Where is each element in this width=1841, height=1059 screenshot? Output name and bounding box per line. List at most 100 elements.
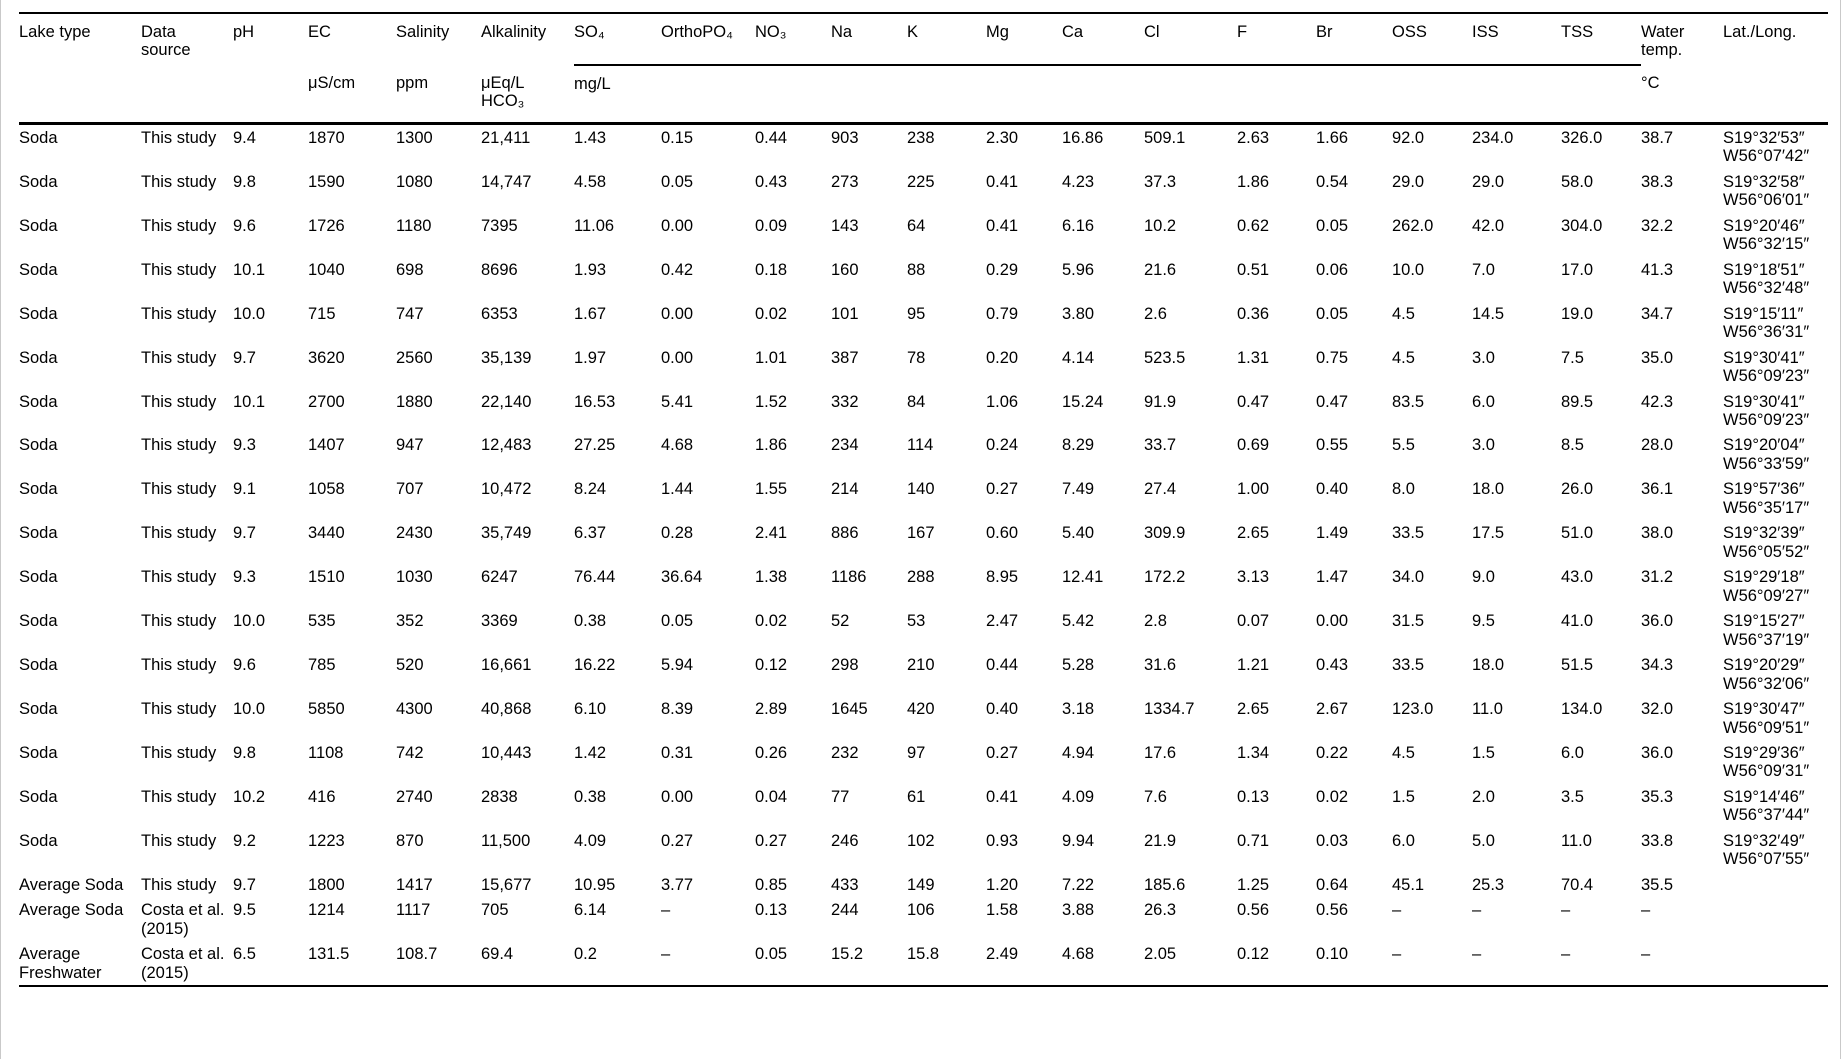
cell-tss: 89.5 [1561,392,1594,411]
column-label-row: Lake type Data source pH EC Salinity Alkalini… [19,13,1828,65]
cell-br: 2.67 [1316,700,1349,719]
cell-f: 1.31 [1237,348,1270,367]
unit-water-temp: °C [1641,73,1660,92]
lake-water-chemistry-table: Lake type Data source pH EC Salinity Alkalini… [19,12,1828,988]
cell-ec: 785 [308,656,336,675]
cell-no3: 0.04 [755,787,788,806]
cell-orthopo4: 0.31 [661,744,694,762]
cell-oss: – [1392,945,1402,964]
cell-oss: 4.5 [1392,304,1415,323]
cell-tss: 7.5 [1561,348,1584,367]
cell-na: 101 [831,304,859,323]
cell-data-source: This study [141,216,217,235]
cell-k: 238 [907,128,935,147]
cell-f: 0.12 [1237,945,1270,964]
cell-br: 0.22 [1316,744,1349,762]
cell-ec: 1870 [308,128,345,147]
cell-oss: 83.5 [1392,392,1425,411]
cell-orthopo4: 0.00 [661,304,694,323]
cell-mg: 0.93 [986,831,1019,850]
cell-alkalinity: 8696 [481,260,518,279]
cell-tss: 51.0 [1561,524,1594,543]
cell-no3: 0.09 [755,216,788,235]
cell-ec: 131.5 [308,945,350,964]
cell-data-source: This study [141,524,217,543]
cell-k: 106 [907,901,935,920]
cell-mg: 0.27 [986,744,1019,762]
cell-cl: 309.9 [1144,524,1186,543]
cell-na: 234 [831,436,859,455]
cell-water-temp: 42.3 [1641,392,1674,411]
cell-water-temp: 32.0 [1641,700,1674,719]
cell-lat-long: S19°30′47″ W56°09′51″ [1723,700,1810,737]
col-header-mg: Mg [986,23,1009,41]
table-row: Soda This study 9.7 3440 2430 35,749 6.37 0.28 2… [19,520,1828,564]
cell-iss: – [1472,901,1482,920]
cell-lat-long: S19°32′39″ W56°05′52″ [1723,524,1810,561]
cell-so4: 0.38 [574,612,607,631]
cell-so4: 4.58 [574,172,607,191]
cell-no3: 0.02 [755,304,788,323]
cell-cl: 33.7 [1144,436,1177,455]
table-row: Soda This study 9.8 1590 1080 14,747 4.58 0.05 0… [19,169,1828,213]
cell-tss: 51.5 [1561,656,1594,675]
cell-mg: 0.41 [986,172,1019,191]
cell-iss: 11.0 [1472,700,1503,719]
cell-br: 0.64 [1316,875,1349,894]
cell-so4: 6.37 [574,524,607,543]
cell-orthopo4: 0.00 [661,787,694,806]
cell-k: 78 [907,348,926,367]
cell-oss: 262.0 [1392,216,1434,235]
cell-no3: 1.86 [755,436,788,455]
table-row: Soda This study 9.6 785 520 16,661 16.22 5.94 0.… [19,652,1828,696]
cell-ca: 16.86 [1062,128,1104,147]
cell-lat-long: S19°20′29″ W56°32′06″ [1723,656,1810,693]
cell-na: 1186 [831,568,867,587]
cell-data-source: This study [141,304,217,323]
cell-mg: 0.41 [986,216,1019,235]
col-header-ec: EC [308,23,331,41]
cell-no3: 0.26 [755,744,788,762]
cell-salinity: 1180 [396,216,432,235]
cell-k: 288 [907,568,935,587]
cell-ec: 1726 [308,216,345,235]
cell-ca: 5.40 [1062,524,1095,543]
cell-tss: 304.0 [1561,216,1603,235]
cell-k: 88 [907,260,926,279]
cell-salinity: 1880 [396,392,433,411]
unit-group-mg-l: mg/L [574,63,1641,124]
cell-alkalinity: 7395 [481,216,518,235]
cell-f: 1.21 [1237,656,1270,675]
table-row: Soda This study 10.1 1040 698 8696 1.93 0.42 0.1… [19,257,1828,301]
cell-ph: 10.1 [233,392,266,411]
col-header-no3: NO₃ [755,23,787,41]
cell-cl: 2.6 [1144,304,1167,323]
unit-data-source [141,65,233,123]
cell-ec: 2700 [308,392,345,411]
cell-data-source: This study [141,392,217,411]
cell-na: 15.2 [831,945,864,964]
cell-cl: 37.3 [1144,172,1177,191]
cell-cl: 185.6 [1144,875,1186,894]
cell-so4: 6.14 [574,901,607,920]
cell-lake-type: Soda [19,128,58,147]
cell-so4: 1.93 [574,260,607,279]
cell-k: 149 [907,875,935,894]
cell-orthopo4: 0.05 [661,172,694,191]
cell-data-source: This study [141,348,217,367]
col-header-orthopo4: OrthoPO₄ [661,23,733,41]
cell-tss: 70.4 [1561,875,1594,894]
col-header-so4: SO₄ [574,23,605,41]
cell-iss: 18.0 [1472,480,1505,499]
cell-ca: 5.42 [1062,612,1095,631]
cell-cl: 2.05 [1144,945,1177,964]
cell-no3: 0.12 [755,656,788,675]
cell-f: 2.65 [1237,700,1270,719]
cell-cl: 172.2 [1144,568,1186,587]
cell-iss: 29.0 [1472,172,1505,191]
col-header-ph: pH [233,23,255,41]
cell-salinity: 352 [396,612,424,631]
cell-water-temp: 38.0 [1641,524,1674,543]
cell-k: 95 [907,304,926,323]
cell-alkalinity: 6353 [481,304,518,323]
